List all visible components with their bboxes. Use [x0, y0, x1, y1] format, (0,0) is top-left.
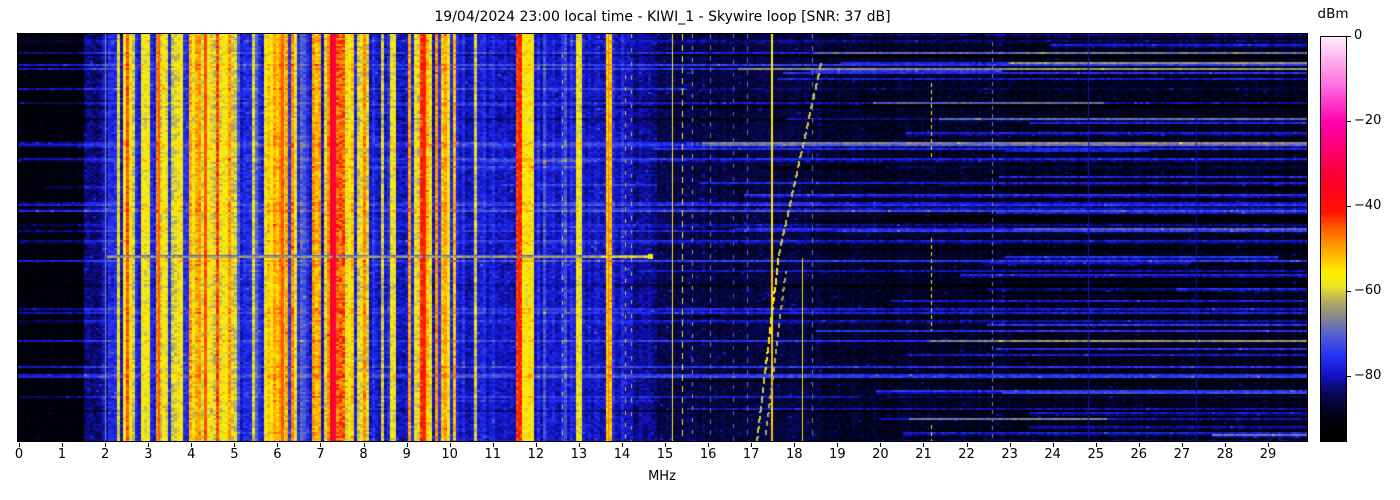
x-tick-mark	[1052, 443, 1054, 447]
x-tick-mark	[1095, 443, 1097, 447]
x-tick-mark	[449, 443, 451, 447]
x-tick-label: 3	[144, 447, 153, 462]
x-tick-label: 22	[958, 447, 975, 462]
x-tick-mark	[105, 443, 107, 447]
x-tick-mark	[880, 443, 882, 447]
x-tick-label: 17	[742, 447, 760, 462]
x-tick-label: 0	[14, 447, 24, 462]
x-tick-label: 19	[829, 447, 846, 462]
colorbar-tick-label: −80	[1354, 368, 1382, 383]
x-tick-label: 6	[273, 447, 282, 462]
x-tick-label: 20	[872, 447, 889, 462]
colorbar-tick-mark	[1347, 376, 1351, 377]
x-axis-label: MHz	[648, 469, 676, 484]
x-tick-mark	[751, 443, 753, 447]
colorbar-tick-mark	[1347, 36, 1351, 37]
colorbar-tick-label: −20	[1354, 113, 1382, 128]
x-tick-mark	[1009, 443, 1011, 447]
x-tick-label: 5	[230, 447, 239, 462]
x-tick-mark	[837, 443, 839, 447]
x-tick-label: 18	[785, 447, 803, 462]
x-tick-mark	[621, 443, 623, 447]
colorbar-tick-mark	[1347, 121, 1351, 122]
x-tick-label: 7	[316, 447, 325, 462]
x-tick-mark	[148, 443, 150, 447]
x-tick-mark	[1268, 443, 1270, 447]
spectrogram-plot	[17, 33, 1308, 442]
x-tick-mark	[234, 443, 236, 447]
x-tick-label: 2	[100, 447, 110, 462]
x-tick-label: 27	[1173, 447, 1191, 462]
colorbar-tick-label: −60	[1354, 283, 1382, 298]
spectrogram-canvas	[18, 34, 1307, 441]
x-tick-mark	[708, 443, 710, 447]
x-tick-mark	[19, 443, 20, 447]
x-tick-mark	[665, 443, 667, 447]
x-tick-label: 24	[1044, 447, 1061, 462]
x-tick-mark	[277, 443, 279, 447]
x-tick-label: 8	[359, 447, 368, 462]
x-tick-mark	[966, 443, 968, 447]
x-tick-label: 14	[613, 447, 631, 462]
colorbar-tick-label: −40	[1354, 198, 1382, 213]
x-tick-mark	[1181, 443, 1183, 447]
colorbar-tick-mark	[1347, 206, 1351, 207]
x-tick-label: 13	[570, 447, 588, 462]
figure-title: 19/04/2024 23:00 local time - KIWI_1 - S…	[434, 9, 891, 25]
x-tick-label: 11	[484, 447, 502, 462]
x-tick-mark	[923, 443, 925, 447]
x-tick-mark	[492, 443, 494, 447]
x-tick-mark	[578, 443, 580, 447]
x-tick-label: 29	[1259, 447, 1277, 462]
colorbar-label: dBm	[1317, 6, 1349, 22]
x-tick-mark	[794, 443, 796, 447]
x-tick-mark	[191, 443, 193, 447]
x-tick-label: 16	[699, 447, 717, 462]
x-tick-label: 12	[527, 447, 545, 462]
x-tick-mark	[363, 443, 365, 447]
colorbar	[1320, 36, 1347, 442]
x-tick-mark	[535, 443, 537, 447]
colorbar-tick-label: 0	[1354, 28, 1363, 43]
x-tick-label: 10	[441, 447, 458, 462]
x-tick-label: 28	[1216, 447, 1234, 462]
x-tick-label: 26	[1130, 447, 1148, 462]
x-tick-label: 15	[656, 447, 674, 462]
x-tick-label: 4	[187, 447, 196, 462]
x-tick-mark	[320, 443, 322, 447]
x-tick-label: 21	[915, 447, 932, 462]
x-tick-mark	[62, 443, 64, 447]
x-tick-mark	[1138, 443, 1140, 447]
colorbar-gradient	[1321, 37, 1346, 441]
x-tick-label: 9	[402, 447, 411, 462]
x-tick-mark	[1224, 443, 1226, 447]
x-tick-label: 25	[1087, 447, 1105, 462]
colorbar-tick-mark	[1347, 291, 1351, 292]
x-tick-mark	[406, 443, 408, 447]
x-tick-label: 23	[1001, 447, 1018, 462]
x-tick-label: 1	[57, 447, 67, 462]
